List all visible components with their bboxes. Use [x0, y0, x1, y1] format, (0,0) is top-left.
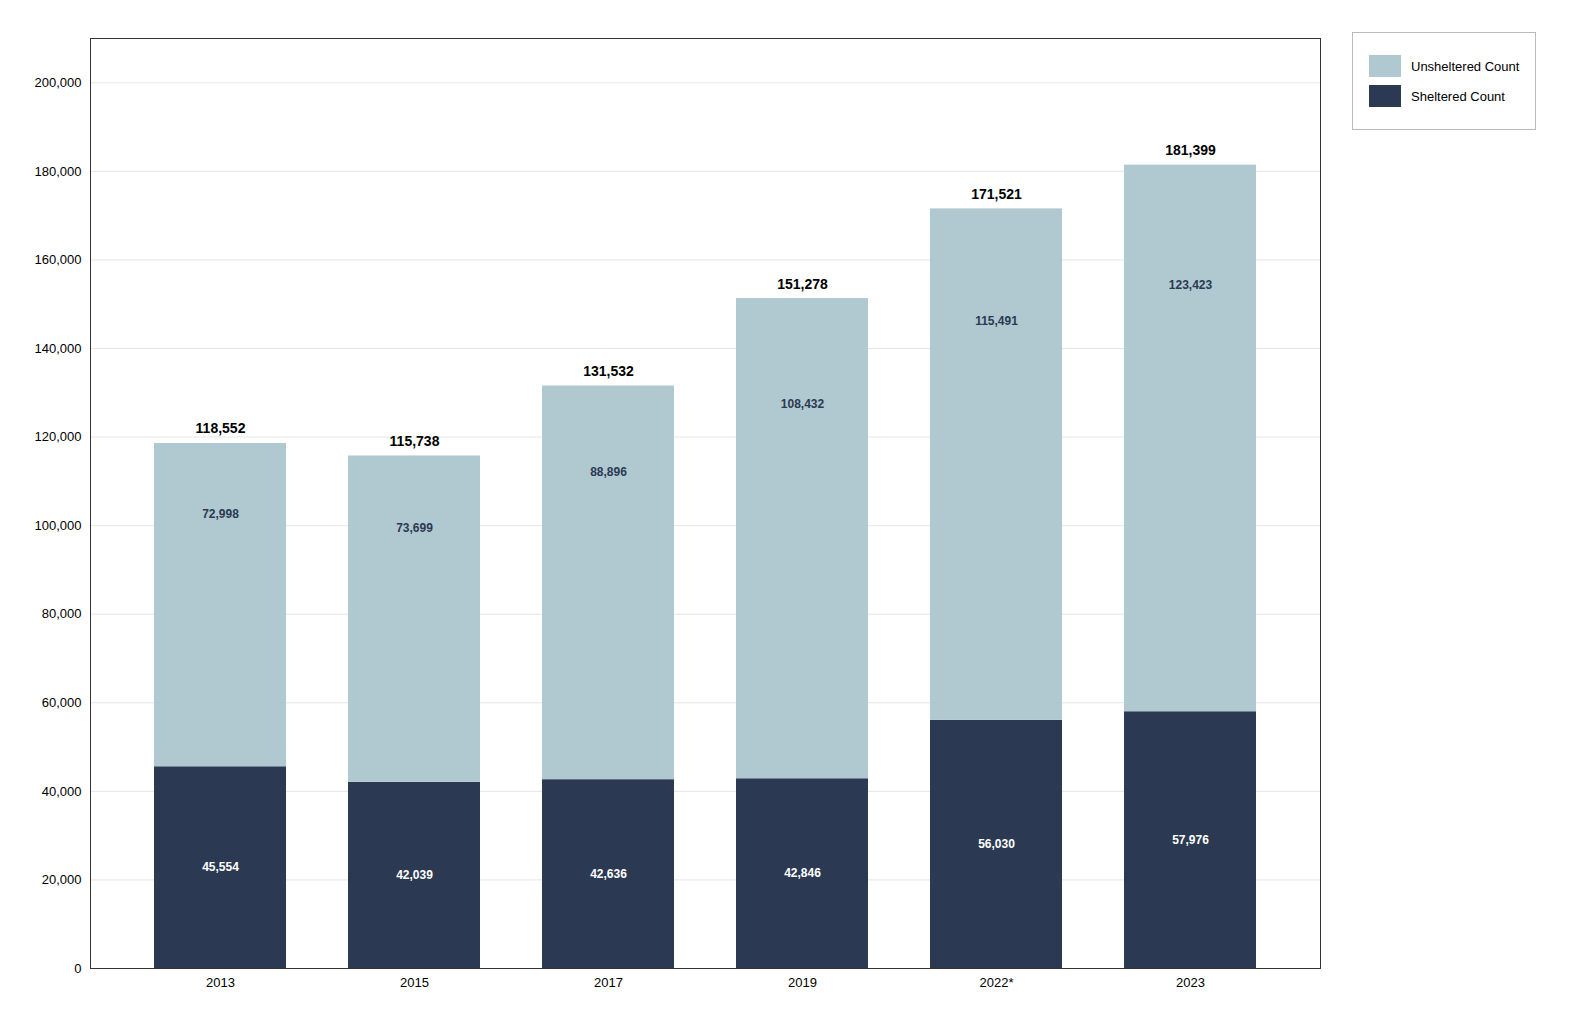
svg-text:0: 0: [74, 961, 81, 976]
svg-text:115,491: 115,491: [975, 314, 1018, 328]
svg-text:40,000: 40,000: [42, 784, 82, 799]
svg-text:120,000: 120,000: [35, 429, 82, 444]
svg-text:140,000: 140,000: [35, 341, 82, 356]
svg-text:60,000: 60,000: [42, 695, 82, 710]
svg-text:200,000: 200,000: [35, 75, 82, 90]
svg-text:108,432: 108,432: [781, 397, 825, 411]
svg-text:80,000: 80,000: [42, 606, 82, 621]
svg-text:88,896: 88,896: [590, 465, 627, 479]
svg-text:151,278: 151,278: [777, 276, 828, 292]
svg-text:100,000: 100,000: [35, 518, 82, 533]
svg-text:42,039: 42,039: [396, 868, 433, 882]
svg-text:2022*: 2022*: [980, 975, 1014, 990]
svg-text:2015: 2015: [400, 975, 429, 990]
svg-text:131,532: 131,532: [583, 363, 634, 379]
html-text:Sheltered Count: Sheltered Count: [1411, 88, 1505, 104]
svg-text:2019: 2019: [788, 975, 817, 990]
svg-text:181,399: 181,399: [1165, 142, 1216, 158]
html-text:Unsheltered Count: Unsheltered Count: [1411, 58, 1520, 74]
svg-text:2023: 2023: [1176, 975, 1205, 990]
svg-text:72,998: 72,998: [202, 507, 239, 521]
svg-text:171,521: 171,521: [971, 186, 1022, 202]
svg-text:2013: 2013: [206, 975, 235, 990]
svg-text:2017: 2017: [594, 975, 623, 990]
svg-text:42,846: 42,846: [784, 866, 821, 880]
svg-text:20,000: 20,000: [42, 872, 82, 887]
svg-text:160,000: 160,000: [35, 252, 82, 267]
svg-text:180,000: 180,000: [35, 164, 82, 179]
svg-text:118,552: 118,552: [196, 420, 246, 436]
svg-text:56,030: 56,030: [978, 837, 1015, 851]
svg-text:45,554: 45,554: [202, 860, 239, 874]
svg-text:73,699: 73,699: [396, 521, 433, 535]
svg-text:42,636: 42,636: [590, 867, 627, 881]
svg-text:57,976: 57,976: [1172, 833, 1209, 847]
svg-text:123,423: 123,423: [1169, 278, 1213, 292]
svg-text:115,738: 115,738: [390, 433, 440, 449]
